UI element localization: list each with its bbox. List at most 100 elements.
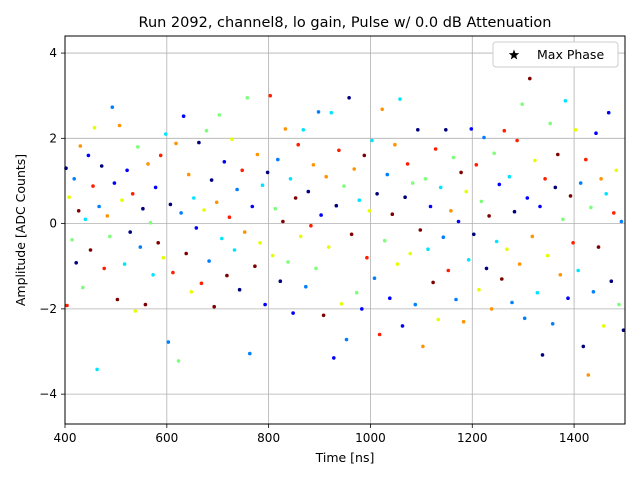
data-point xyxy=(441,235,446,239)
data-point xyxy=(492,151,497,156)
data-point xyxy=(255,152,260,157)
data-point xyxy=(591,290,596,294)
data-point xyxy=(530,234,535,239)
data-point xyxy=(214,200,219,205)
data-point xyxy=(265,170,270,175)
data-point xyxy=(365,255,369,260)
data-point xyxy=(288,177,293,181)
data-point xyxy=(130,192,135,196)
data-point xyxy=(522,316,527,321)
data-point xyxy=(433,147,438,151)
y-tick-label: 0 xyxy=(49,217,57,231)
x-tick-label: 800 xyxy=(257,431,280,445)
data-point xyxy=(298,234,303,239)
data-point xyxy=(461,319,466,324)
legend-box xyxy=(492,41,619,68)
data-point xyxy=(120,198,124,202)
data-point xyxy=(617,302,621,307)
data-point xyxy=(601,324,606,328)
data-point xyxy=(581,344,586,349)
data-point xyxy=(88,248,93,252)
data-point xyxy=(512,209,517,214)
data-point xyxy=(344,337,349,342)
data-point xyxy=(375,192,379,196)
data-point xyxy=(326,245,331,249)
data-point xyxy=(469,127,474,131)
data-point xyxy=(222,160,227,164)
data-point xyxy=(128,230,132,234)
data-point xyxy=(533,158,537,163)
data-point xyxy=(202,208,206,212)
data-point xyxy=(426,247,430,251)
data-point xyxy=(171,270,175,275)
data-point xyxy=(151,273,155,277)
data-point xyxy=(594,131,598,135)
data-point xyxy=(362,153,367,158)
data-point xyxy=(156,241,160,245)
data-point xyxy=(138,245,143,249)
data-point xyxy=(545,253,550,258)
data-point xyxy=(360,307,364,311)
legend: Max Phase xyxy=(492,41,619,68)
data-point xyxy=(428,204,433,209)
data-point xyxy=(395,262,400,266)
data-point xyxy=(237,287,242,292)
data-point xyxy=(599,177,603,181)
data-point xyxy=(446,268,451,273)
data-point xyxy=(158,153,163,158)
data-point xyxy=(339,302,344,306)
data-point xyxy=(385,172,390,177)
data-point xyxy=(263,302,267,307)
data-point xyxy=(99,164,104,168)
data-point xyxy=(573,128,578,132)
data-point xyxy=(281,219,285,224)
data-point xyxy=(482,135,486,140)
data-point xyxy=(268,93,273,98)
data-point xyxy=(421,344,425,349)
data-point xyxy=(207,259,211,263)
data-point xyxy=(500,277,504,281)
y-tick-label: 2 xyxy=(49,131,57,145)
data-point xyxy=(283,127,288,131)
data-point xyxy=(438,185,443,190)
data-point xyxy=(520,102,524,106)
x-axis-ticks: 400 600 800 1000 1200 1400 xyxy=(54,424,590,445)
data-point xyxy=(72,177,76,181)
data-point xyxy=(186,172,191,177)
data-point xyxy=(242,230,247,234)
data-point xyxy=(253,264,257,269)
data-point xyxy=(92,125,97,130)
data-point xyxy=(505,247,509,251)
data-point xyxy=(342,184,346,188)
data-point xyxy=(81,285,85,290)
data-point xyxy=(372,276,377,281)
data-point xyxy=(408,251,413,256)
data-point xyxy=(293,196,298,200)
data-point xyxy=(258,241,262,245)
data-point xyxy=(76,209,81,213)
x-tick-label: 1200 xyxy=(457,431,488,445)
data-point xyxy=(423,177,428,181)
data-point xyxy=(321,313,326,318)
data-point xyxy=(586,373,591,377)
data-point xyxy=(91,184,95,188)
data-point xyxy=(95,367,99,372)
data-point xyxy=(367,209,372,213)
data-point xyxy=(558,273,563,277)
data-point xyxy=(489,307,494,311)
data-point xyxy=(459,170,463,175)
data-point xyxy=(337,148,341,153)
data-point xyxy=(209,178,214,182)
data-point xyxy=(370,138,374,143)
data-point xyxy=(133,309,138,313)
data-point xyxy=(260,183,265,187)
data-point xyxy=(431,280,435,285)
data-point xyxy=(517,262,522,266)
data-point xyxy=(380,107,385,112)
data-point xyxy=(296,142,301,147)
data-point xyxy=(291,311,295,315)
data-point xyxy=(604,192,608,196)
data-point xyxy=(515,138,519,143)
x-tick-label: 1400 xyxy=(559,431,590,445)
